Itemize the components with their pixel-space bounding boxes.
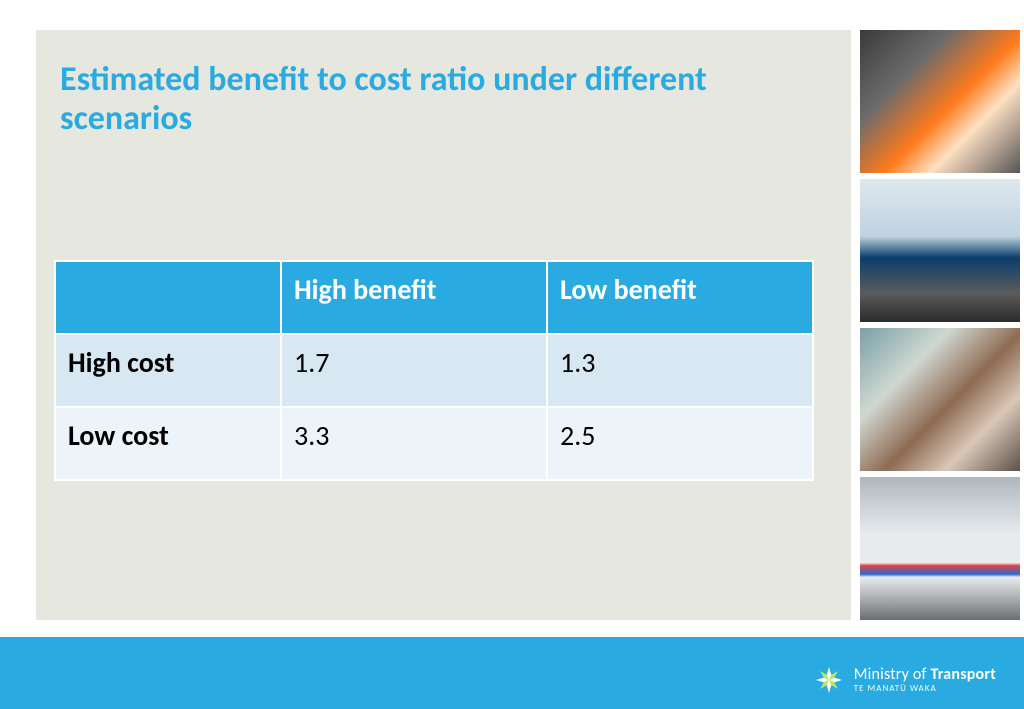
- table-header-blank: [55, 261, 281, 334]
- ministry-logo-icon: [814, 665, 844, 695]
- cell-low-cost-high-benefit: 3.3: [281, 407, 547, 480]
- slide-title: Estimated benefit to cost ratio under di…: [60, 60, 820, 138]
- table-row: Low cost 3.3 2.5: [55, 407, 813, 480]
- sidebar-image: [860, 30, 1020, 173]
- ministry-maori: TE MANATŪ WAKA: [854, 684, 996, 693]
- ministry-logo: Ministry of Transport TE MANATŪ WAKA: [814, 665, 996, 695]
- ministry-prefix: Ministry of: [854, 665, 931, 684]
- content-area: Estimated benefit to cost ratio under di…: [36, 30, 851, 620]
- table-header-low-benefit: Low benefit: [547, 261, 813, 334]
- table-header-row: High benefit Low benefit: [55, 261, 813, 334]
- cell-high-cost-low-benefit: 1.3: [547, 334, 813, 407]
- sidebar-image: [860, 328, 1020, 471]
- sidebar-image: [860, 179, 1020, 322]
- slide: Estimated benefit to cost ratio under di…: [0, 0, 1024, 709]
- cell-low-cost-low-benefit: 2.5: [547, 407, 813, 480]
- ministry-bold: Transport: [930, 665, 996, 684]
- table-row: High cost 1.7 1.3: [55, 334, 813, 407]
- footer-bar: Ministry of Transport TE MANATŪ WAKA: [0, 637, 1024, 709]
- cell-high-cost-high-benefit: 1.7: [281, 334, 547, 407]
- bcr-table: High benefit Low benefit High cost 1.7 1…: [54, 260, 814, 481]
- sidebar-image-strip: [860, 30, 1020, 620]
- table-header-high-benefit: High benefit: [281, 261, 547, 334]
- ministry-logo-text: Ministry of Transport TE MANATŪ WAKA: [854, 667, 996, 693]
- sidebar-image: [860, 477, 1020, 620]
- row-header-low-cost: Low cost: [55, 407, 281, 480]
- row-header-high-cost: High cost: [55, 334, 281, 407]
